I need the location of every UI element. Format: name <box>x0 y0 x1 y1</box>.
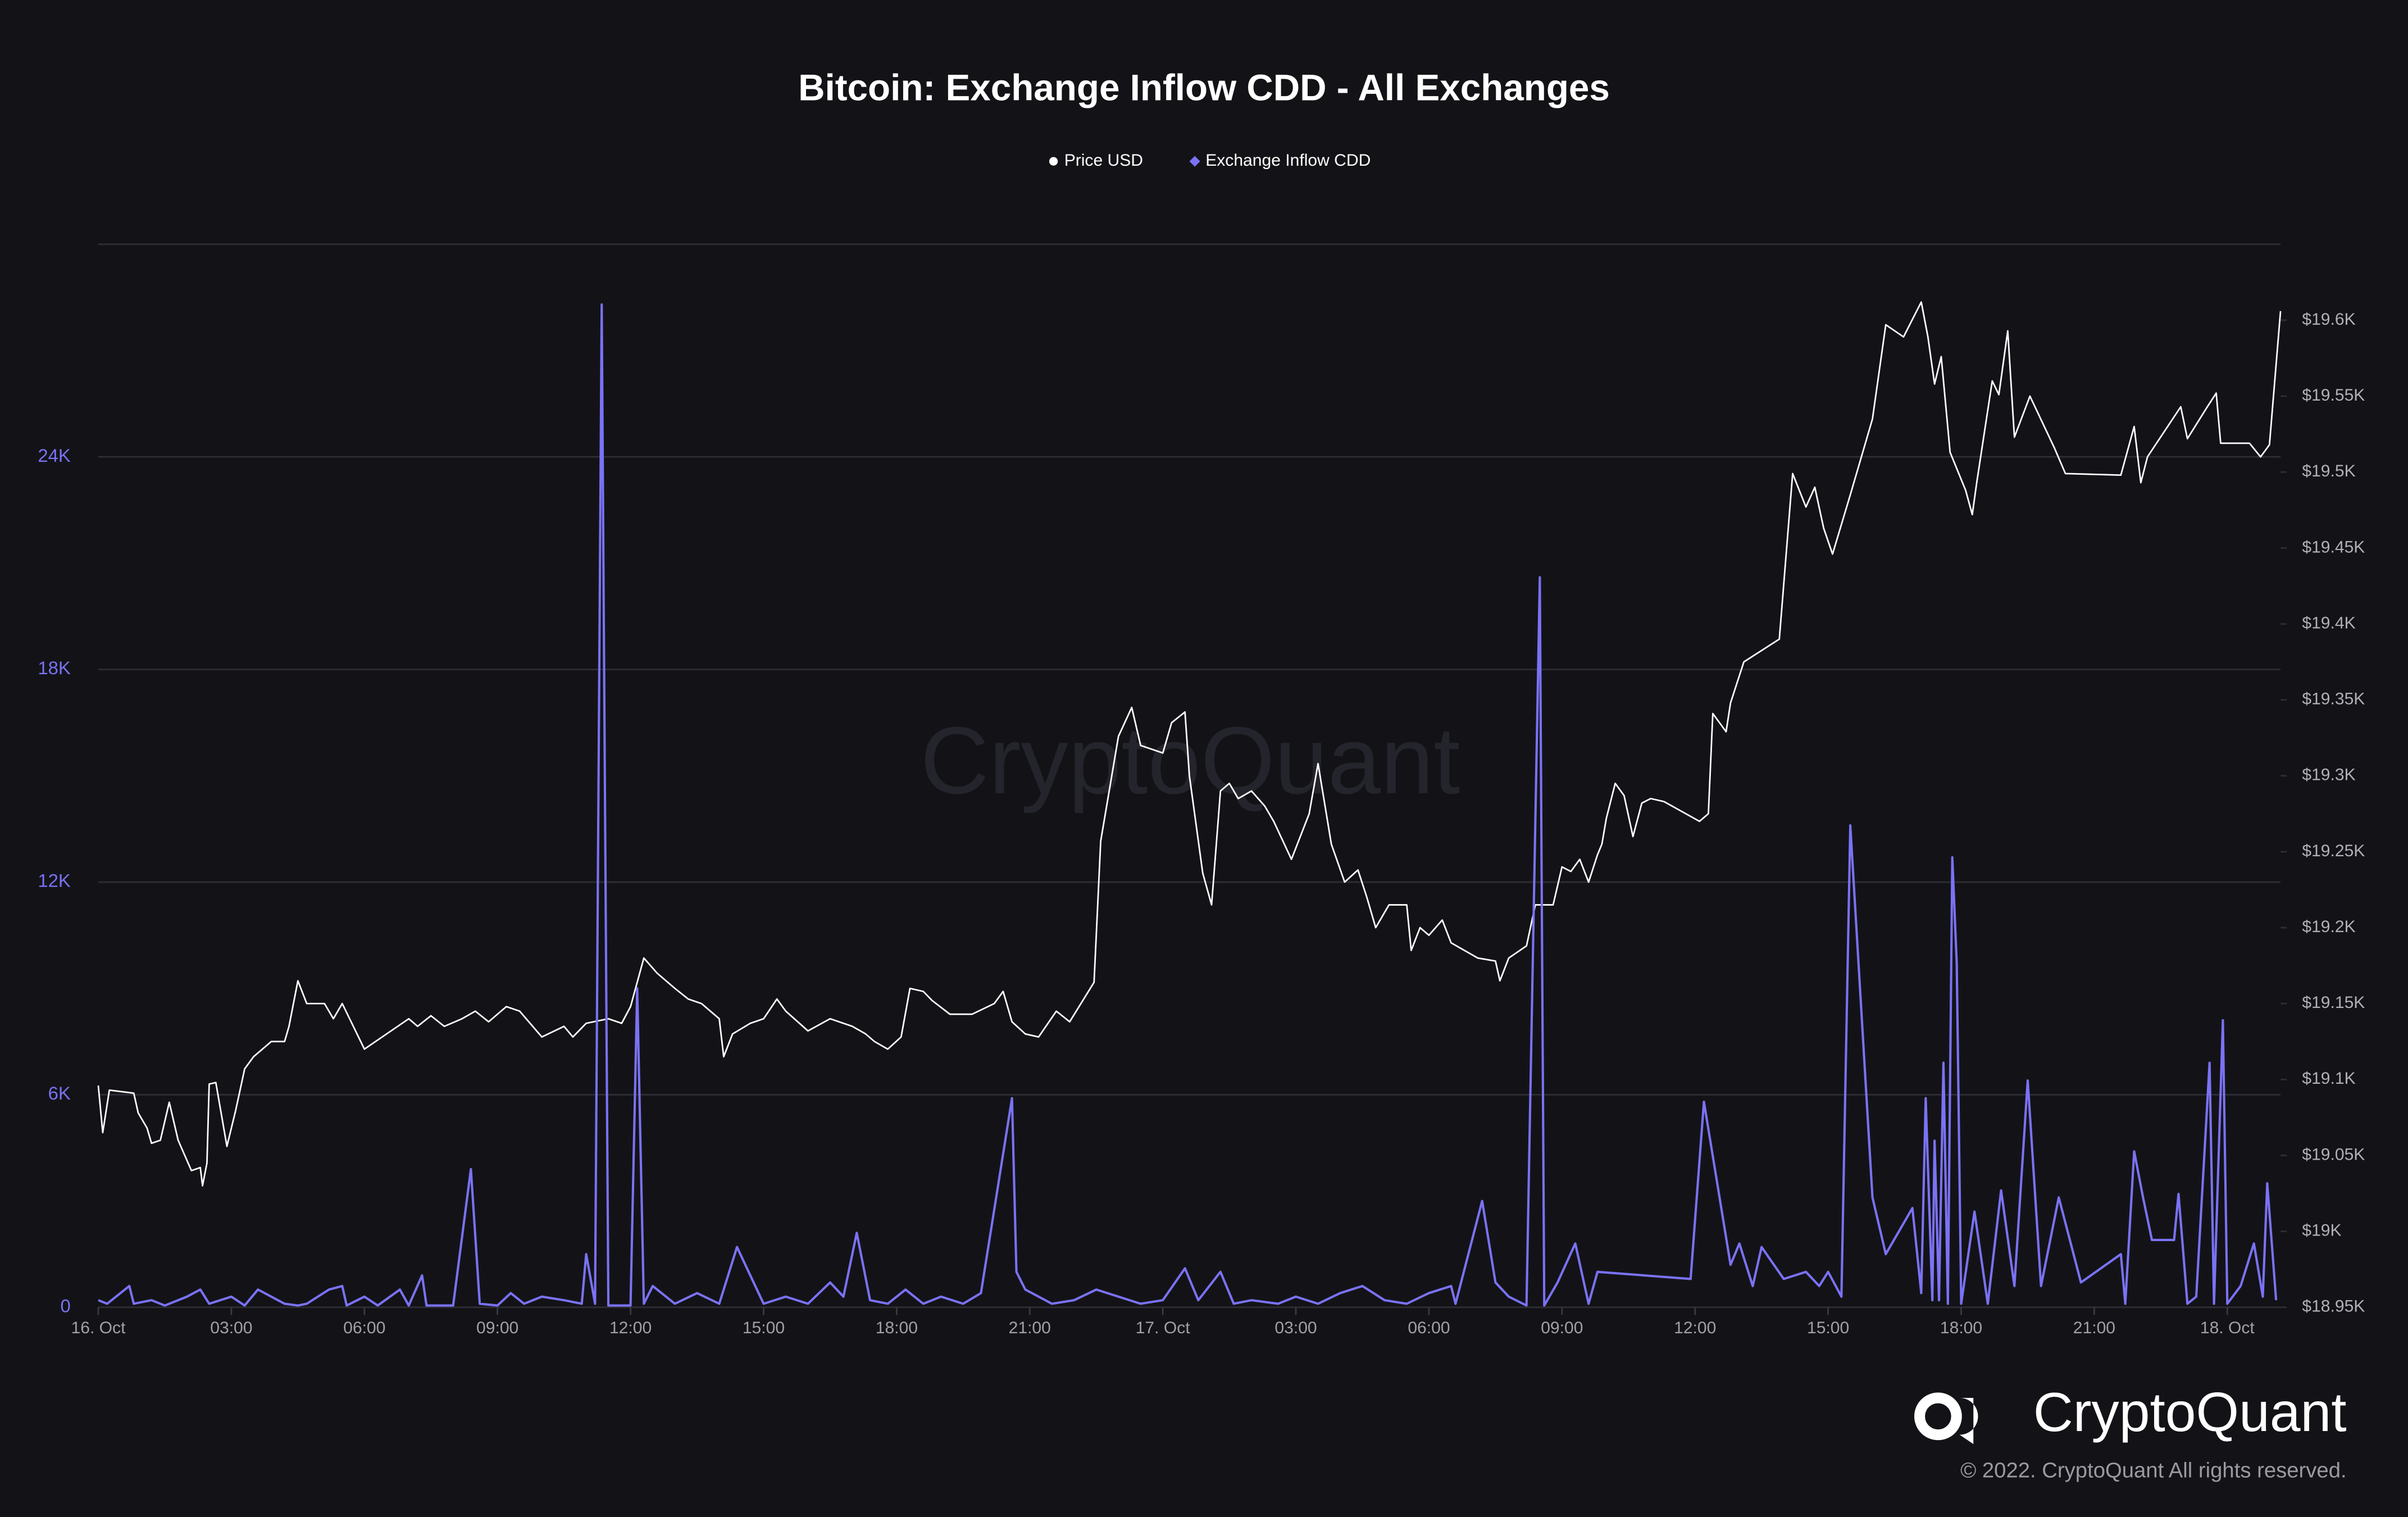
x-tick-label: 16. Oct <box>71 1319 126 1337</box>
y2-tick-label: $19.6K <box>2302 310 2355 329</box>
logo-shape <box>1959 1398 1978 1445</box>
x-tick-label: 18. Oct <box>2200 1319 2255 1337</box>
y2-tick-label: $19.55K <box>2302 386 2365 405</box>
y2-tick-label: $19.05K <box>2302 1145 2365 1164</box>
series-line <box>98 303 2278 1307</box>
legend-marker <box>1049 157 1058 166</box>
x-tick-label: 06:00 <box>343 1319 385 1337</box>
logo-ring <box>1914 1392 1962 1441</box>
y-tick-label: 24K <box>38 445 70 466</box>
y-tick-label: 12K <box>38 870 70 891</box>
y2-tick-label: $19.25K <box>2302 842 2365 860</box>
y2-tick-label: $19.45K <box>2302 538 2365 556</box>
chart-title: Bitcoin: Exchange Inflow CDD - All Excha… <box>798 67 1610 108</box>
y2-tick-label: $19.15K <box>2302 993 2365 1012</box>
x-tick-label: 12:00 <box>609 1319 652 1337</box>
x-tick-label: 12:00 <box>1674 1319 1716 1337</box>
x-tick-label: 17. Oct <box>1136 1319 1191 1337</box>
y2-tick-label: $19.35K <box>2302 690 2365 708</box>
plot-area <box>97 301 2287 1315</box>
legend-marker <box>1189 156 1200 167</box>
y2-tick-label: $19.5K <box>2302 462 2355 480</box>
y2-tick-label: $18.95K <box>2302 1297 2365 1316</box>
logo-text: CryptoQuant <box>2033 1381 2347 1443</box>
y2-tick-label: $19.1K <box>2302 1069 2355 1088</box>
x-tick-label: 03:00 <box>1274 1319 1317 1337</box>
copyright: © 2022. CryptoQuant All rights reserved. <box>1960 1458 2347 1482</box>
x-tick-label: 18:00 <box>1940 1319 1982 1337</box>
x-tick-label: 15:00 <box>743 1319 785 1337</box>
y2-tick-label: $19.2K <box>2302 918 2355 936</box>
y2-tick-label: $19.3K <box>2302 766 2355 784</box>
y-tick-label: 18K <box>38 657 70 678</box>
x-tick-label: 06:00 <box>1408 1319 1450 1337</box>
x-tick-label: 21:00 <box>2073 1319 2115 1337</box>
watermark: CryptoQuant <box>920 707 1460 814</box>
x-tick-label: 21:00 <box>1009 1319 1051 1337</box>
legend-label[interactable]: Exchange Inflow CDD <box>1205 151 1371 170</box>
legend-label[interactable]: Price USD <box>1064 151 1143 170</box>
x-tick-label: 15:00 <box>1807 1319 1849 1337</box>
series-line <box>97 301 2282 1187</box>
y-tick-label: 0 <box>61 1295 71 1316</box>
x-tick-label: 03:00 <box>210 1319 252 1337</box>
x-tick-label: 18:00 <box>876 1319 918 1337</box>
y2-tick-label: $19K <box>2302 1221 2341 1240</box>
x-tick-label: 09:00 <box>1541 1319 1583 1337</box>
y-tick-label: 6K <box>48 1083 71 1103</box>
y2-tick-label: $19.4K <box>2302 614 2355 632</box>
x-tick-label: 09:00 <box>476 1319 518 1337</box>
logo-icon <box>1914 1392 1978 1445</box>
